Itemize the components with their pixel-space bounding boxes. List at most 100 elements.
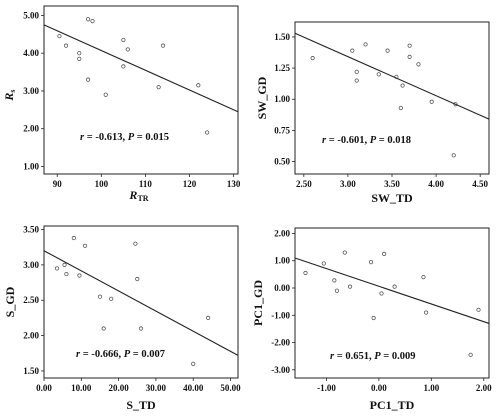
correlation-annotation: r = -0.613, P = 0.015 xyxy=(80,132,169,143)
y-tick-label: 0.75 xyxy=(274,125,290,135)
data-point xyxy=(354,78,359,83)
p-label: P xyxy=(370,135,377,146)
data-point xyxy=(354,69,359,74)
y-ticks: 1.00 2.00 3.00 4.00 5.00 xyxy=(23,10,44,171)
x-tick-label: 90 xyxy=(53,179,63,189)
data-point xyxy=(82,243,88,248)
regression-line-segment xyxy=(43,24,239,113)
x-tick-label: 2.50 xyxy=(296,179,312,189)
correlation-annotation: r = -0.666, P = 0.007 xyxy=(76,349,165,360)
p-value: = 0.009 xyxy=(381,351,416,362)
data-point xyxy=(77,273,82,278)
data-point xyxy=(453,102,458,107)
y-tick-label: 1.00 xyxy=(23,161,39,171)
data-points xyxy=(57,17,210,135)
r-value: = -0.613, xyxy=(84,132,128,143)
plot-frame xyxy=(43,5,239,175)
p-label: P xyxy=(374,351,381,362)
y-tick-label: 1.25 xyxy=(274,63,290,73)
x-tick-label: 30.00 xyxy=(146,383,167,393)
y-tick-label: 0.00 xyxy=(274,283,290,293)
data-points xyxy=(54,235,211,366)
p-value: = 0.007 xyxy=(130,349,165,360)
x-tick-label: 120 xyxy=(183,179,197,189)
correlation-annotation: r = -0.601, P = 0.018 xyxy=(322,135,411,146)
regression-line xyxy=(43,24,239,113)
x-tick-label: 130 xyxy=(227,179,241,189)
y-tick-label: 5.00 xyxy=(23,10,39,20)
regression-line-segment xyxy=(43,250,239,356)
r-value: = 0.651, xyxy=(334,351,374,362)
data-point xyxy=(421,274,426,280)
y-tick-label: -2.00 xyxy=(271,338,290,348)
data-point xyxy=(109,296,114,301)
data-point xyxy=(85,77,91,82)
regression-line-segment xyxy=(294,32,490,120)
data-point xyxy=(71,235,76,241)
regression-line-segment xyxy=(294,257,490,324)
y-tick-label: 3.00 xyxy=(23,260,39,270)
y-tick-label: 4.00 xyxy=(23,48,39,58)
data-point xyxy=(57,34,62,39)
data-point xyxy=(156,85,161,90)
y-axis-title: PC1_GD xyxy=(251,280,265,326)
regression-line xyxy=(43,250,239,356)
data-point xyxy=(97,294,103,299)
data-point xyxy=(205,130,210,135)
p-value: = 0.018 xyxy=(376,135,411,146)
x-axis-title: SW_TD xyxy=(371,191,413,205)
data-point xyxy=(196,83,201,88)
data-point xyxy=(133,241,138,246)
x-tick-label: 3.00 xyxy=(340,179,356,189)
data-point xyxy=(160,43,166,48)
y-tick-label: -3.00 xyxy=(271,365,290,375)
data-point xyxy=(310,56,315,61)
x-tick-label: 4.00 xyxy=(428,179,444,189)
y-tick-label: 1.50 xyxy=(23,366,39,376)
y-tick-label: 1.00 xyxy=(274,256,290,266)
data-point xyxy=(54,266,60,271)
data-point xyxy=(303,270,308,276)
x-tick-label: 50.00 xyxy=(220,383,241,393)
plot-frame xyxy=(294,21,490,175)
y-tick-label: 3.50 xyxy=(23,225,39,235)
data-point xyxy=(77,56,82,61)
data-point xyxy=(468,352,473,357)
y-tick-label: 0.50 xyxy=(274,157,290,167)
x-tick-label: 100 xyxy=(95,179,109,189)
p-label: P xyxy=(124,349,131,360)
data-point xyxy=(363,42,368,47)
x-ticks: 90 100 110 120 130 xyxy=(53,174,241,189)
panel-rs-vs-rtr: 90 100 110 120 130 1.00 2.00 3.00 4.00 5.00 r = … xyxy=(2,5,241,203)
data-point xyxy=(385,48,390,53)
data-point xyxy=(347,284,353,289)
panel-s-gd-vs-s-td: 0.00 10.00 20.00 30.00 40.00 50.00 1.50 2.00 2.… xyxy=(3,225,241,412)
x-axis-title: S_TD xyxy=(126,398,156,412)
y-tick-label: 2.00 xyxy=(274,228,290,238)
data-point xyxy=(62,262,67,267)
x-axis-title-main: R xyxy=(128,188,137,202)
regression-line xyxy=(294,32,490,120)
x-ticks: 2.50 3.00 3.50 4.00 4.50 xyxy=(296,174,489,189)
x-tick-label: 3.50 xyxy=(384,179,400,189)
y-tick-label: 1.00 xyxy=(274,94,290,104)
data-point xyxy=(64,271,69,277)
data-point xyxy=(379,291,384,296)
y-axis-title-subscript: s xyxy=(8,89,17,92)
y-tick-label: 1.50 xyxy=(274,32,290,42)
data-point xyxy=(382,251,387,257)
data-point xyxy=(125,47,130,52)
y-axis-title: Rs xyxy=(2,89,17,101)
data-point xyxy=(371,315,376,321)
x-tick-label: 10.00 xyxy=(71,383,92,393)
x-tick-label: -1.00 xyxy=(317,383,336,393)
data-point xyxy=(85,17,91,22)
data-point xyxy=(321,261,326,266)
data-point xyxy=(429,99,434,104)
x-tick-label: 0.00 xyxy=(371,383,387,393)
y-ticks: 0.50 0.75 1.00 1.25 1.50 xyxy=(274,32,295,167)
data-point xyxy=(376,72,381,77)
r-label: r xyxy=(76,349,81,360)
p-value: = 0.015 xyxy=(134,132,169,143)
